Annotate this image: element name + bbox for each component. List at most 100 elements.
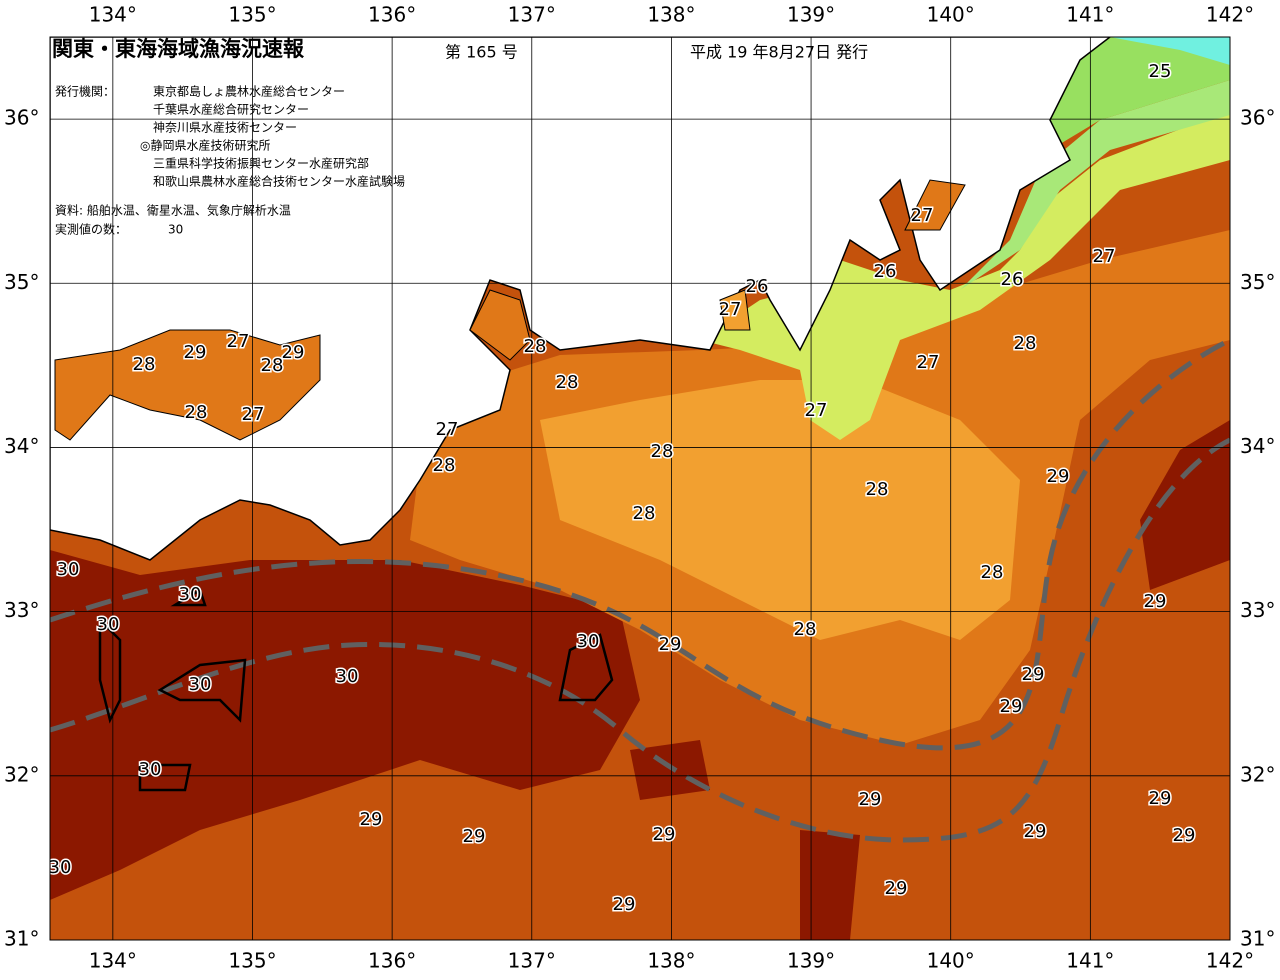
contour-label: 27 xyxy=(917,352,940,373)
contour-label: 29 xyxy=(282,342,305,363)
lon-label: 142° xyxy=(1206,949,1254,973)
contour-label: 26 xyxy=(746,276,769,297)
count-label: 実測値の数： xyxy=(55,222,127,237)
contour-label: 28 xyxy=(133,354,156,375)
contour-label: 26 xyxy=(1001,269,1024,290)
contour-label: 27 xyxy=(805,400,828,421)
lat-label: 31° xyxy=(4,927,39,951)
contour-label: 29 xyxy=(1144,591,1167,612)
suruga-bay xyxy=(719,289,751,331)
lon-label: 141° xyxy=(1066,949,1114,973)
contour-label: 29 xyxy=(463,826,486,847)
contour-label: 28 xyxy=(433,455,456,476)
contour-label: 29 xyxy=(1047,466,1070,487)
contour-label: 29 xyxy=(653,824,676,845)
lon-label: 137° xyxy=(508,3,556,27)
contour-label: 30 xyxy=(577,631,600,652)
lat-label: 36° xyxy=(1240,106,1275,130)
kuroshio-axis xyxy=(50,337,1230,751)
land xyxy=(50,37,1112,561)
contour-label: 29 xyxy=(613,894,636,915)
contour-label: 28 xyxy=(651,441,674,462)
publisher: 千葉県水産総合研究センター xyxy=(153,102,309,117)
lon-label: 139° xyxy=(787,949,835,973)
lon-label: 136° xyxy=(368,949,416,973)
contour-30 xyxy=(98,588,614,792)
grid xyxy=(50,37,1230,940)
contour-label: 28 xyxy=(981,562,1004,583)
contour-label: 30 xyxy=(179,584,202,605)
lon-label: 140° xyxy=(927,949,975,973)
contour-label: 30 xyxy=(189,674,212,695)
contour-label: 29 xyxy=(1024,821,1047,842)
contour-label: 27 xyxy=(1093,246,1116,267)
contour-label: 30 xyxy=(139,759,162,780)
lat-label: 36° xyxy=(4,106,39,130)
publisher-label: 発行機関： xyxy=(55,84,115,99)
warm-water xyxy=(50,550,640,900)
water-22 xyxy=(1110,37,1230,65)
contour-label: 27 xyxy=(436,419,459,440)
contour-label: 29 xyxy=(1173,825,1196,846)
contour-label: 27 xyxy=(911,205,934,226)
contour-label: 26 xyxy=(874,261,897,282)
source: 資料: 船舶水温、衛星水温、気象庁解析水温 xyxy=(55,203,291,218)
lat-label: 35° xyxy=(4,270,39,294)
contour-label: 29 xyxy=(1149,788,1172,809)
water-25 xyxy=(960,80,1230,290)
publisher: 和歌山県農林水産総合技術センター水産試験場 xyxy=(153,174,405,189)
lat-label: 33° xyxy=(4,598,39,622)
publisher: 東京都島しょ農林水産総合センター xyxy=(153,84,345,99)
lon-label: 138° xyxy=(647,949,695,973)
contour-label: 27 xyxy=(242,404,265,425)
lat-label: 32° xyxy=(1240,762,1275,786)
lon-label: 136° xyxy=(368,3,416,27)
contour-label: 30 xyxy=(97,614,120,635)
contour-label: 28 xyxy=(524,336,547,357)
contour-label: 28 xyxy=(633,503,656,524)
contour-label: 30 xyxy=(49,857,72,878)
issue: 第 165 号 xyxy=(445,43,518,62)
contour-label: 27 xyxy=(719,299,742,320)
water-26 xyxy=(700,110,1230,440)
contour-label: 29 xyxy=(184,342,207,363)
lon-label: 135° xyxy=(228,949,276,973)
title: 関東・東海海域漁海況速報 xyxy=(52,37,305,61)
lon-label: 139° xyxy=(787,3,835,27)
lon-label: 141° xyxy=(1066,3,1114,27)
lat-label: 31° xyxy=(1240,927,1275,951)
water-28-light xyxy=(540,380,1020,640)
lon-label: 140° xyxy=(927,3,975,27)
inland-sea xyxy=(54,329,321,441)
publisher: 神奈川県水産技術センター xyxy=(153,120,297,135)
lat-label: 33° xyxy=(1240,598,1275,622)
map-frame xyxy=(49,36,1231,941)
contour-label: 28 xyxy=(794,619,817,640)
count: 30 xyxy=(168,223,183,237)
lon-label: 134° xyxy=(89,949,137,973)
lat-label: 32° xyxy=(4,762,39,786)
publisher: 三重県科学技術振興センター水産研究部 xyxy=(153,156,369,171)
lon-label: 142° xyxy=(1206,3,1254,27)
contour-label: 28 xyxy=(866,479,889,500)
warm-water xyxy=(630,740,860,940)
water-24 xyxy=(1040,37,1230,150)
lat-label: 34° xyxy=(1240,434,1275,458)
warm-water xyxy=(1140,420,1230,590)
date: 平成 19 年8月27日 発行 xyxy=(690,43,868,62)
contour-label: 27 xyxy=(227,331,250,352)
lon-label: 134° xyxy=(89,3,137,27)
contour-label: 28 xyxy=(261,355,284,376)
publisher: ◎静岡県水産技術研究所 xyxy=(140,138,270,153)
lat-label: 35° xyxy=(1240,270,1275,294)
contour-label: 25 xyxy=(1149,61,1172,82)
ise-bay xyxy=(469,289,531,361)
contour-label: 30 xyxy=(336,666,359,687)
lon-label: 135° xyxy=(228,3,276,27)
contour-label: 29 xyxy=(859,789,882,810)
contour-label: 29 xyxy=(1022,664,1045,685)
kuroshio-edge xyxy=(50,437,1230,843)
